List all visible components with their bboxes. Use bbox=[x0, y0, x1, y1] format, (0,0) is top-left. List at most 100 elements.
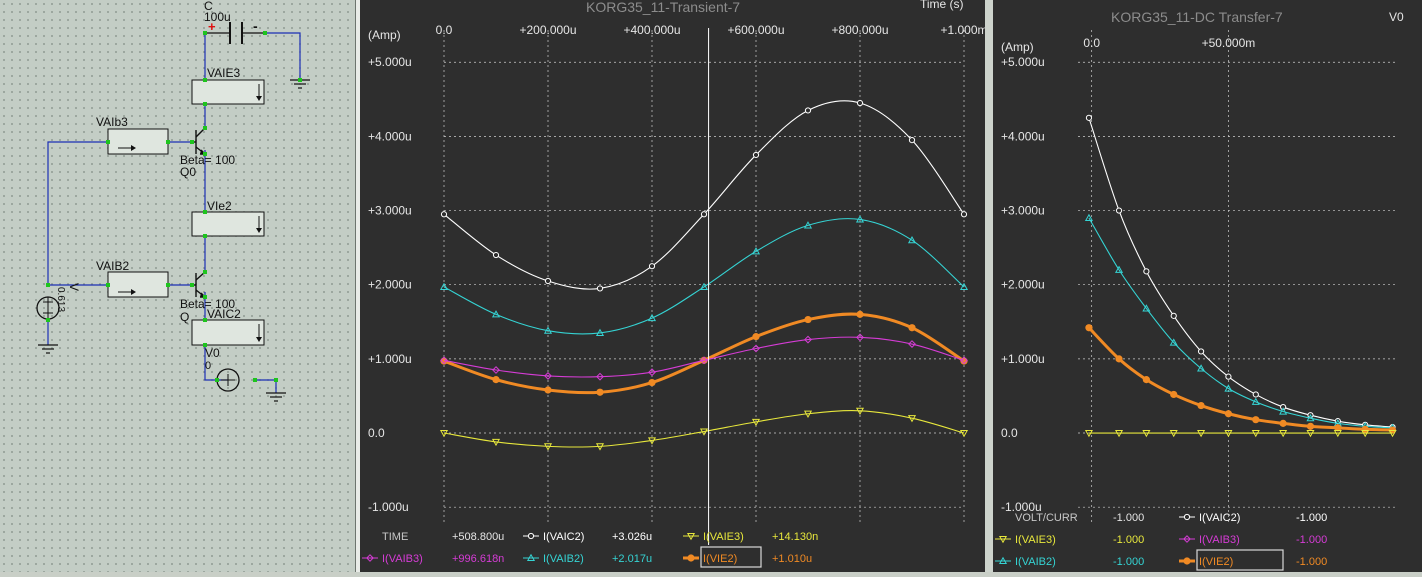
data-point bbox=[856, 99, 864, 107]
y-tick-labels: +5.000u +4.000u +3.000u +2.000u +1.000u 0.0 -1… bbox=[1001, 55, 1045, 514]
x-tick-label: 0.0 bbox=[436, 23, 453, 37]
data-point bbox=[439, 282, 449, 290]
capacitor-c[interactable]: C 100u + - bbox=[204, 0, 265, 44]
data-point bbox=[1361, 425, 1369, 433]
legend-value: +996.618n bbox=[452, 553, 504, 565]
legend-marker bbox=[998, 535, 1008, 544]
y-tick-label: +2.000u bbox=[368, 278, 412, 292]
legend-marker bbox=[1183, 557, 1191, 565]
data-point bbox=[959, 429, 969, 438]
data-point bbox=[440, 211, 448, 218]
legend-label[interactable]: TIME bbox=[382, 531, 408, 543]
data-point bbox=[1334, 424, 1342, 432]
data-point bbox=[1169, 429, 1178, 438]
data-point bbox=[439, 429, 449, 438]
data-point bbox=[595, 328, 605, 336]
node-dots bbox=[46, 31, 302, 382]
legend-value: +1.010u bbox=[772, 553, 812, 565]
voltage-source-v0[interactable]: V0 0 bbox=[205, 346, 240, 392]
legend-marker bbox=[366, 554, 374, 562]
legend-label[interactable]: I(VAIB3) bbox=[1199, 534, 1240, 546]
data-point bbox=[1224, 384, 1233, 392]
data-point bbox=[1279, 419, 1287, 427]
data-point bbox=[1085, 324, 1093, 332]
schematic-panel[interactable]: C 100u + - VAIE3 Beta= 100 Q bbox=[0, 0, 356, 572]
dc-transfer-plot[interactable]: KORG35_11-DC Transfer-7 V0 (Amp) 0.0 +50.… bbox=[993, 0, 1422, 572]
x-tick-label: +1.000m bbox=[940, 23, 985, 37]
legend-value: +14.130n bbox=[772, 531, 818, 543]
ammeter-vaib2[interactable]: VAIB2 bbox=[96, 259, 169, 298]
data-point bbox=[595, 443, 605, 451]
ammeter-vie2[interactable]: VIe2 bbox=[191, 199, 265, 237]
legend-label[interactable]: I(VAIB2) bbox=[543, 553, 584, 565]
ammeter-vaib3[interactable]: VAIb3 bbox=[96, 115, 169, 155]
y-tick-label: +5.000u bbox=[1001, 55, 1045, 69]
ammeter-vaic2[interactable]: VAIC2 bbox=[191, 307, 265, 346]
transient-plot[interactable]: KORG35_11-Transient-7 Time (s) (Amp) 0.0… bbox=[360, 0, 988, 572]
dc-transfer-plot-window[interactable]: KORG35_11-DC Transfer-7 V0 (Amp) 0.0 +50.… bbox=[993, 0, 1422, 572]
data-point bbox=[1252, 391, 1259, 398]
legend-label[interactable]: I(VAIE3) bbox=[703, 531, 744, 543]
data-point bbox=[908, 324, 916, 332]
legend-label[interactable]: I(VIE2) bbox=[703, 553, 737, 565]
data-point bbox=[1142, 304, 1151, 312]
data-point bbox=[752, 333, 760, 341]
data-point bbox=[1306, 413, 1315, 422]
ammeter-vaie3[interactable]: VAIE3 bbox=[191, 66, 265, 105]
x-tick-label: +600.000u bbox=[727, 23, 784, 37]
data-point bbox=[1197, 348, 1205, 355]
sweep-var-label: V0 bbox=[1389, 10, 1404, 24]
data-point bbox=[544, 386, 552, 394]
y-unit-label: (Amp) bbox=[368, 28, 401, 42]
data-point bbox=[804, 107, 812, 114]
legend-selected-box[interactable] bbox=[700, 546, 762, 568]
splitter[interactable] bbox=[985, 0, 993, 572]
y-tick-label: -1.000u bbox=[1001, 500, 1042, 514]
data-point bbox=[491, 438, 501, 447]
legend-label[interactable]: VOLT/CURR bbox=[1015, 512, 1078, 524]
schematic-canvas[interactable]: C 100u + - VAIE3 Beta= 100 Q bbox=[0, 0, 355, 572]
series-line-ivie2 bbox=[1087, 326, 1393, 432]
legend-value: +2.017u bbox=[612, 553, 652, 565]
x-tick-label: +50.000m bbox=[1202, 36, 1256, 50]
legend-label[interactable]: I(VAIB3) bbox=[382, 553, 423, 565]
plot-title: KORG35_11-Transient-7 bbox=[586, 0, 740, 15]
legend-marker bbox=[687, 554, 695, 562]
legend-label[interactable]: I(VIE2) bbox=[1199, 556, 1233, 568]
data-point bbox=[907, 415, 917, 423]
legend-label[interactable]: I(VAIB2) bbox=[1015, 556, 1056, 568]
q-beta: Beta= 100 bbox=[180, 297, 235, 311]
data-point bbox=[647, 313, 657, 322]
legend-selected-box[interactable] bbox=[1196, 549, 1284, 571]
data-point bbox=[856, 333, 864, 342]
data-point bbox=[1114, 265, 1124, 273]
x-tick-label: +400.000u bbox=[623, 23, 680, 37]
data-point bbox=[1115, 355, 1123, 363]
legend-value: -1.000 bbox=[1113, 512, 1144, 524]
splitter[interactable] bbox=[356, 0, 360, 572]
meter-label: VAIC2 bbox=[207, 307, 241, 321]
data-point bbox=[1225, 373, 1232, 380]
transient-plot-window[interactable]: KORG35_11-Transient-7 Time (s) (Amp) 0.0… bbox=[360, 0, 988, 572]
data-point bbox=[1224, 410, 1233, 418]
series-line-ivaie3 bbox=[443, 410, 965, 448]
data-point bbox=[856, 310, 864, 318]
data-point bbox=[1084, 213, 1093, 222]
q0-beta: Beta= 100 bbox=[180, 153, 235, 167]
meter-label: VIe2 bbox=[207, 199, 232, 213]
y-tick-label: +2.000u bbox=[1001, 278, 1045, 292]
x-tick-labels: 0.0 +50.000m bbox=[1083, 36, 1255, 50]
data-point bbox=[1361, 429, 1370, 438]
data-point bbox=[1170, 390, 1178, 399]
grid bbox=[443, 30, 965, 522]
legend-label[interactable]: I(VAIC2) bbox=[543, 531, 584, 543]
data-point bbox=[700, 211, 708, 218]
voltage-source-v[interactable]: V 0.613 bbox=[36, 283, 81, 320]
legend-label[interactable]: I(VAIC2) bbox=[1199, 512, 1240, 524]
legend: TIME +508.800u I(VAIC2) +3.026u I(VAIE3) +14.… bbox=[362, 531, 818, 568]
legend-label[interactable]: I(VAIE3) bbox=[1015, 534, 1056, 546]
grid bbox=[1078, 30, 1398, 522]
data-point bbox=[1306, 422, 1315, 430]
x-tick-label: 0.0 bbox=[1083, 36, 1100, 50]
y-tick-label: +4.000u bbox=[368, 129, 412, 143]
